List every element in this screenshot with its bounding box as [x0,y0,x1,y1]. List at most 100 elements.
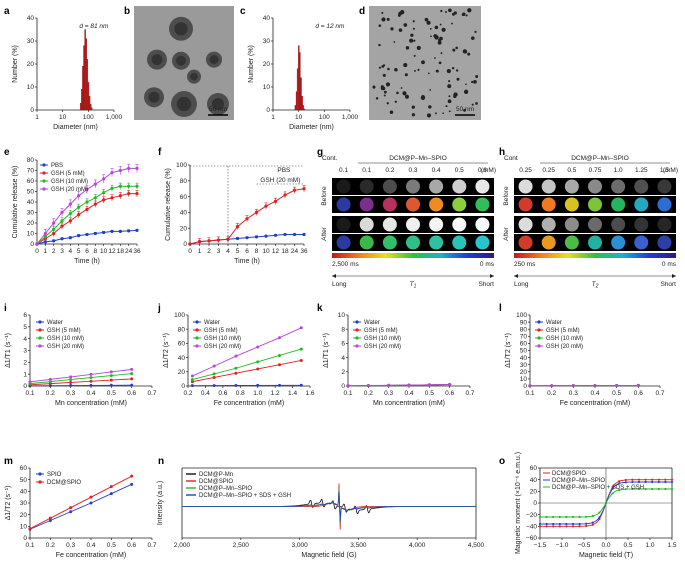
nanoparticle [473,80,477,84]
data-point [657,478,660,481]
legend-marker [38,344,42,348]
y-tick-label: 40 [520,355,528,362]
data-point [110,186,114,190]
nanoparticle [430,35,432,38]
data-point [69,510,73,514]
phantom-well [406,217,420,232]
data-point [212,384,216,388]
legend-entry: GSH (10 mM) [204,336,241,342]
legend-entry: GSH (20 mM) [51,187,88,193]
legend-entry: Water [364,320,380,326]
nanoparticle [453,11,457,15]
data-point [552,522,555,526]
data-point [93,182,97,186]
data-point [618,482,621,485]
concentration-label: 1.5 [660,167,669,174]
phantom-well [359,179,374,194]
nanoparticle [412,20,415,23]
data-point [644,480,647,484]
x-tick-label: 0.5 [107,542,116,549]
legend-entry: GSH (20 mM) [546,344,583,350]
data-point [299,347,303,351]
legend-entry: DCM@P–Mn–SPIO + SDS + GSH [199,493,291,499]
histogram-bar [85,38,87,111]
x-tick-label: 0.5 [623,542,632,549]
nanoparticle [456,77,460,81]
phantom-well [359,217,374,232]
x-tick-label: 0.4 [86,542,95,549]
data-point [235,236,240,241]
data-point [585,522,588,525]
x-tick-label: 10 [262,248,270,255]
data-point [387,383,391,387]
nanoparticle [429,89,432,91]
x-axis-label: Time (h) [234,258,260,265]
y-tick-label: 50 [520,348,528,355]
legend-marker [537,328,541,332]
histogram-bar [88,96,91,111]
x-tick-label: 0.2 [46,542,55,549]
data-point [256,345,260,349]
series-line [192,327,302,377]
nanoparticle [433,34,438,38]
series-line [29,483,132,530]
y-axis-label: Δ1/T1 (s⁻¹) [323,333,330,368]
data-point [212,372,216,376]
data-point [302,187,306,191]
x-tick-label: 6 [85,248,89,255]
y-tick-label: 10 [27,231,35,238]
y-tick-label: 0 [533,500,537,507]
legend-marker [38,472,42,476]
x-axis-label: Time (h) [74,258,100,265]
data-point [190,374,194,378]
data-point [670,478,674,481]
x-tick-label: 8 [255,248,259,255]
phantom-well [634,179,649,194]
x-tick-label: 10 [100,248,108,255]
x-tick-label: 0.2 [364,390,373,397]
nanoparticle [411,105,415,109]
y-tick-label: 80 [520,326,528,333]
nanoparticle [465,14,468,17]
phantom-well [336,235,351,250]
phantom-well [359,235,374,250]
row-label-after: After [321,226,328,241]
x-axis-label: Fe concentration (mM) [560,400,630,407]
x-tick-label: 0.1 [525,390,534,397]
legend-marker [42,171,46,175]
nanoparticle [410,33,414,37]
series-line [29,475,132,530]
nanoparticle [382,73,386,77]
nanoparticle-core [209,55,219,64]
legend-entry: DCM@SPIO [552,471,586,477]
concentration-label: 1.25 [635,167,648,174]
series-line [347,383,450,387]
x-tick-label: 1.0 [253,390,262,397]
data-point [624,481,627,484]
data-point [256,367,260,371]
x-tick-label: 1.4 [288,390,297,397]
x-tick-label: 1 [44,248,48,255]
phantom-well [588,235,602,250]
nanoparticle [390,27,394,31]
nanoparticle [455,69,459,72]
data-point [664,478,667,481]
x-tick-label: 0.8 [236,390,245,397]
data-point [89,372,93,376]
data-point [102,198,106,202]
data-point [604,501,608,505]
data-point [190,378,194,382]
y-tick-label: 0 [181,383,185,390]
phantom-well [564,179,579,194]
nanoparticle [416,45,421,51]
histogram-bar [301,96,303,111]
nanoparticle [372,85,376,89]
legend-entry: GSH (5 mM) [47,328,81,334]
y-tick-label: 2 [341,369,345,376]
unit-label: (mM) [481,167,496,174]
histogram-bar [89,104,92,111]
phantom-well [657,235,672,250]
panel-label-b: b [124,6,130,17]
data-point [60,237,64,241]
nanoparticle [475,102,478,105]
